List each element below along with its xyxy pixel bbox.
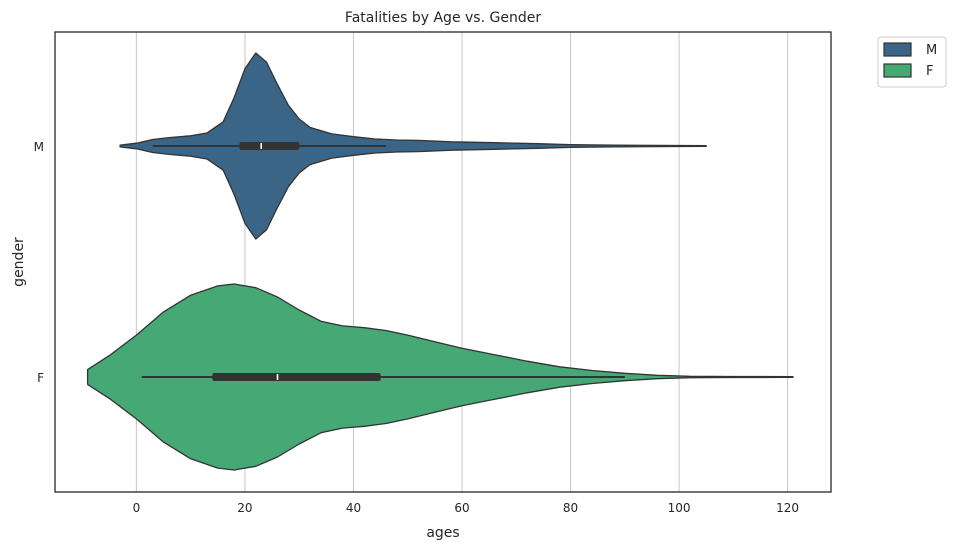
x-tick-label: 120	[776, 501, 799, 515]
legend-label: M	[926, 43, 937, 58]
plot-frame	[54, 31, 832, 493]
x-tick-label: 0	[133, 501, 141, 515]
legend-swatch-F	[883, 63, 912, 78]
legend: MF	[877, 36, 947, 88]
x-tick-label: 20	[237, 501, 252, 515]
violins	[86, 52, 794, 471]
x-axis-label: ages	[426, 525, 459, 541]
legend-label: F	[926, 64, 933, 79]
x-tick-labels: 0 20 40 60 80 100 120	[133, 501, 799, 515]
y-tick-label: M	[34, 140, 44, 154]
legend-swatch-M	[883, 42, 912, 57]
chart-title: Fatalities by Age vs. Gender	[345, 10, 541, 26]
x-tick-label: 40	[346, 501, 361, 515]
y-tick-labels: MF	[34, 140, 44, 385]
x-tick-label: 60	[454, 501, 469, 515]
violin-M	[119, 52, 707, 240]
iqr-box-F	[212, 373, 381, 381]
x-tick-label: 80	[563, 501, 578, 515]
x-tick-label: 100	[668, 501, 691, 515]
y-tick-label: F	[37, 371, 44, 385]
y-axis-label: gender	[11, 237, 27, 287]
iqr-box-M	[239, 142, 300, 150]
